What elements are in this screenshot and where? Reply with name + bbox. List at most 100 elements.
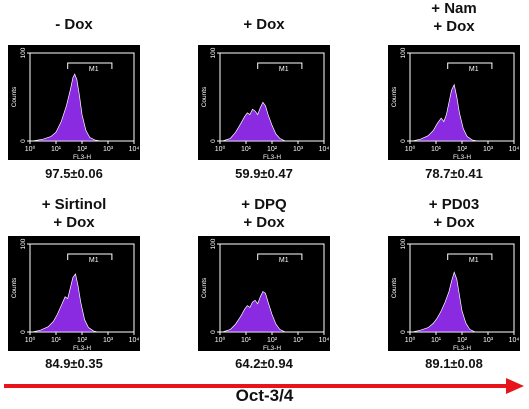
condition-label: + DPQ + Dox — [198, 196, 330, 232]
histogram-svg: M1 10⁰ 10¹ 10² 10³ 10⁴ FL3-H 0 100 Counts — [201, 47, 329, 160]
y-tick-label: 100 — [210, 238, 217, 249]
gate-marker — [257, 253, 303, 260]
x-tick-label: 10² — [267, 337, 278, 344]
x-axis-label: FL3-H — [73, 154, 91, 160]
y-tick-label: 100 — [20, 47, 27, 58]
y-axis-label: Counts — [11, 277, 18, 298]
x-tick-label: 10³ — [103, 337, 114, 344]
x-tick-label: 10³ — [103, 146, 114, 153]
x-axis-label: FL3-H — [263, 345, 281, 351]
x-tick-label: 10² — [457, 146, 468, 153]
histogram-svg: M1 10⁰ 10¹ 10² 10³ 10⁴ FL3-H 0 100 Counts — [11, 47, 140, 160]
x-tick-label: 10¹ — [51, 337, 62, 344]
percentage-value: 84.9±0.35 — [45, 356, 103, 371]
condition-label-line: + Nam — [431, 0, 477, 17]
x-tick-label: 10¹ — [241, 337, 252, 344]
gate-marker — [257, 62, 303, 69]
condition-label-line: + Dox — [53, 214, 95, 231]
x-tick-label: 10³ — [483, 146, 494, 153]
x-tick-label: 10¹ — [431, 146, 442, 153]
histogram-series — [222, 290, 286, 333]
condition-label-line: + Dox — [433, 18, 475, 35]
gate-marker — [67, 62, 113, 69]
histogram-panel: M1 10⁰ 10¹ 10² 10³ 10⁴ FL3-H 0 100 Counts — [198, 45, 330, 160]
x-tick-label: 10⁰ — [215, 336, 226, 344]
condition-label: + PD03 + Dox — [388, 196, 520, 232]
condition-label-line: + Dox — [243, 16, 285, 33]
y-axis-label: Counts — [201, 86, 208, 107]
x-tick-label: 10² — [457, 337, 468, 344]
gate-marker — [67, 253, 113, 260]
percentage-value: 97.5±0.06 — [45, 166, 103, 181]
condition-label-line: - Dox — [55, 16, 93, 33]
x-axis-label: FL3-H — [263, 154, 281, 160]
histogram-panel: M1 10⁰ 10¹ 10² 10³ 10⁴ FL3-H 0 100 Counts — [388, 45, 520, 160]
x-tick-label: 10⁴ — [129, 146, 140, 153]
histogram-series — [32, 73, 101, 142]
percentage-value: 59.9±0.47 — [235, 166, 293, 181]
x-tick-label: 10⁴ — [319, 337, 330, 344]
y-tick-label: 100 — [400, 47, 407, 58]
x-tick-label: 10⁴ — [509, 337, 520, 344]
gate-marker — [447, 62, 493, 69]
x-tick-label: 10⁰ — [405, 145, 416, 153]
histogram-series — [222, 101, 286, 142]
x-tick-label: 10⁰ — [215, 145, 226, 153]
y-tick-label: 100 — [210, 47, 217, 58]
condition-label-line: + DPQ — [241, 196, 287, 213]
x-tick-label: 10⁰ — [405, 336, 416, 344]
y-tick-label: 100 — [20, 238, 27, 249]
condition-label-line: + PD03 — [428, 196, 480, 213]
histogram-svg: M1 10⁰ 10¹ 10² 10³ 10⁴ FL3-H 0 100 Counts — [201, 238, 330, 351]
histogram-svg: M1 10⁰ 10¹ 10² 10³ 10⁴ FL3-H 0 100 Counts — [11, 238, 140, 351]
x-tick-label: 10⁴ — [129, 337, 140, 344]
histogram-series — [412, 83, 478, 142]
percentage-value: 78.7±0.41 — [425, 166, 483, 181]
y-tick-label: 0 — [210, 139, 217, 143]
percentage-value: 64.2±0.94 — [235, 356, 293, 371]
arrow-label: Oct-3/4 — [235, 386, 294, 405]
condition-label-line: + Dox — [433, 214, 475, 231]
x-axis-label: FL3-H — [453, 345, 471, 351]
histogram-series — [32, 273, 98, 333]
histogram-panel: M1 10⁰ 10¹ 10² 10³ 10⁴ FL3-H 0 100 Counts — [198, 236, 330, 351]
y-tick-label: 0 — [400, 330, 407, 334]
y-tick-label: 0 — [210, 330, 217, 334]
y-tick-label: 0 — [20, 330, 27, 334]
gate-label: M1 — [469, 66, 479, 73]
arrow-head — [506, 378, 524, 394]
histogram-svg: M1 10⁰ 10¹ 10² 10³ 10⁴ FL3-H 0 100 Counts — [391, 47, 519, 160]
percentage-value: 89.1±0.08 — [425, 356, 483, 371]
gate-label: M1 — [469, 257, 479, 264]
gate-label: M1 — [279, 257, 289, 264]
x-tick-label: 10³ — [293, 337, 304, 344]
x-tick-label: 10² — [77, 146, 88, 153]
x-tick-label: 10¹ — [431, 337, 442, 344]
y-axis-label: Counts — [391, 86, 398, 107]
y-tick-label: 100 — [400, 238, 407, 249]
x-axis-label: FL3-H — [73, 345, 91, 351]
condition-label: - Dox — [8, 16, 140, 34]
histogram-panel: M1 10⁰ 10¹ 10² 10³ 10⁴ FL3-H 0 100 Counts — [8, 45, 140, 160]
x-tick-label: 10³ — [483, 337, 494, 344]
x-axis-label: FL3-H — [453, 154, 471, 160]
x-tick-label: 10¹ — [241, 146, 252, 153]
x-tick-label: 10⁰ — [25, 336, 36, 344]
histogram-panel: M1 10⁰ 10¹ 10² 10³ 10⁴ FL3-H 0 100 Counts — [388, 236, 520, 351]
condition-label-line: + Dox — [243, 214, 285, 231]
condition-label-line: + Sirtinol — [41, 196, 107, 213]
y-axis-label: Counts — [201, 277, 208, 298]
condition-label: + Sirtinol + Dox — [8, 196, 140, 232]
y-axis-label: Counts — [391, 277, 398, 298]
expression-arrow — [4, 378, 524, 394]
gate-label: M1 — [279, 66, 289, 73]
histogram-svg: M1 10⁰ 10¹ 10² 10³ 10⁴ FL3-H 0 100 Counts — [391, 238, 520, 351]
gate-marker — [447, 253, 493, 260]
y-tick-label: 0 — [20, 139, 27, 143]
gate-label: M1 — [89, 257, 99, 264]
x-tick-label: 10¹ — [51, 146, 62, 153]
y-axis-label: Counts — [11, 86, 18, 107]
y-tick-label: 0 — [400, 139, 407, 143]
condition-label: + Nam + Dox — [388, 0, 520, 36]
